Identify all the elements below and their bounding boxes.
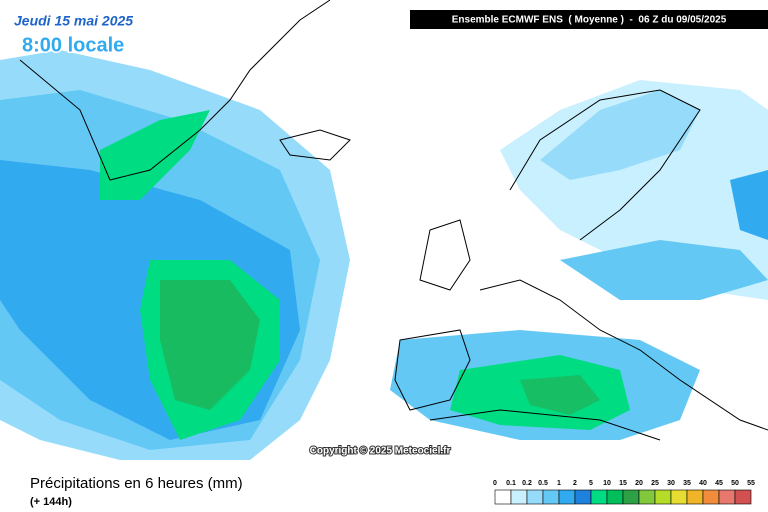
legend-swatch bbox=[718, 489, 736, 505]
legend-tick-label: 0 bbox=[493, 480, 497, 487]
legend-swatch bbox=[510, 489, 528, 505]
africa-coast bbox=[429, 409, 661, 441]
legend-swatch bbox=[494, 489, 512, 505]
coastlines bbox=[19, 0, 768, 441]
rain-area bbox=[500, 80, 768, 300]
legend-swatch bbox=[590, 489, 608, 505]
run-label: Ensemble ECMWF ENS ( Moyenne ) - 06 Z du… bbox=[452, 15, 727, 26]
copyright: Copyright © 2025 Meteociel.fr bbox=[310, 446, 451, 457]
rain-area bbox=[540, 90, 700, 180]
rain-area bbox=[730, 170, 768, 240]
rain-area bbox=[520, 375, 600, 415]
legend-tick-label: 30 bbox=[667, 480, 675, 487]
legend-swatch bbox=[638, 489, 656, 505]
legend-swatch bbox=[654, 489, 672, 505]
iceland-coast bbox=[279, 129, 351, 161]
legend-swatch bbox=[558, 489, 576, 505]
legend-tick-label: 0.5 bbox=[538, 480, 548, 487]
legend-tick-label: 40 bbox=[699, 480, 707, 487]
run-banner bbox=[410, 10, 768, 29]
rain-area bbox=[100, 110, 210, 200]
footer-title: Précipitations en 6 heures (mm) bbox=[30, 475, 243, 492]
legend-tick-label: 10 bbox=[603, 480, 611, 487]
legend-swatch bbox=[606, 489, 624, 505]
legend-tick-label: 35 bbox=[683, 480, 691, 487]
legend-tick-label: 50 bbox=[731, 480, 739, 487]
rain-area bbox=[160, 280, 260, 410]
scandinavia-coast bbox=[509, 89, 701, 241]
precipitation-field bbox=[0, 50, 768, 460]
footer-lead: (+ 144h) bbox=[30, 496, 72, 508]
legend-swatch bbox=[542, 489, 560, 505]
legend-swatch bbox=[622, 489, 640, 505]
greenland-coast bbox=[19, 0, 331, 181]
legend-tick-label: 0.1 bbox=[506, 480, 516, 487]
legend-tick-label: 0.2 bbox=[522, 480, 532, 487]
legend-swatch bbox=[526, 489, 544, 505]
rain-area bbox=[560, 240, 768, 300]
legend-swatch bbox=[702, 489, 720, 505]
britain-coast bbox=[419, 219, 471, 291]
time-label: 8:00 locale bbox=[22, 34, 124, 56]
legend-tick-label: 55 bbox=[747, 480, 755, 487]
legend-tick-label: 15 bbox=[619, 480, 627, 487]
iberia-coast bbox=[394, 329, 471, 411]
date-label: Jeudi 15 mai 2025 bbox=[14, 13, 133, 29]
legend-tick-label: 20 bbox=[635, 480, 643, 487]
legend-tick-label: 25 bbox=[651, 480, 659, 487]
legend-tick-label: 5 bbox=[589, 480, 593, 487]
legend-tick-label: 45 bbox=[715, 480, 723, 487]
legend: 0 0.1 0.2 0.5 1 2 5 10 15 20 25 30 35 40 45 50 55 bbox=[493, 480, 755, 505]
legend-swatch bbox=[734, 489, 752, 505]
legend-swatch bbox=[670, 489, 688, 505]
legend-tick-label: 2 bbox=[573, 480, 577, 487]
europe-coast bbox=[479, 279, 768, 431]
legend-swatch bbox=[686, 489, 704, 505]
legend-tick-label: 1 bbox=[557, 480, 561, 487]
legend-swatch bbox=[574, 489, 592, 505]
